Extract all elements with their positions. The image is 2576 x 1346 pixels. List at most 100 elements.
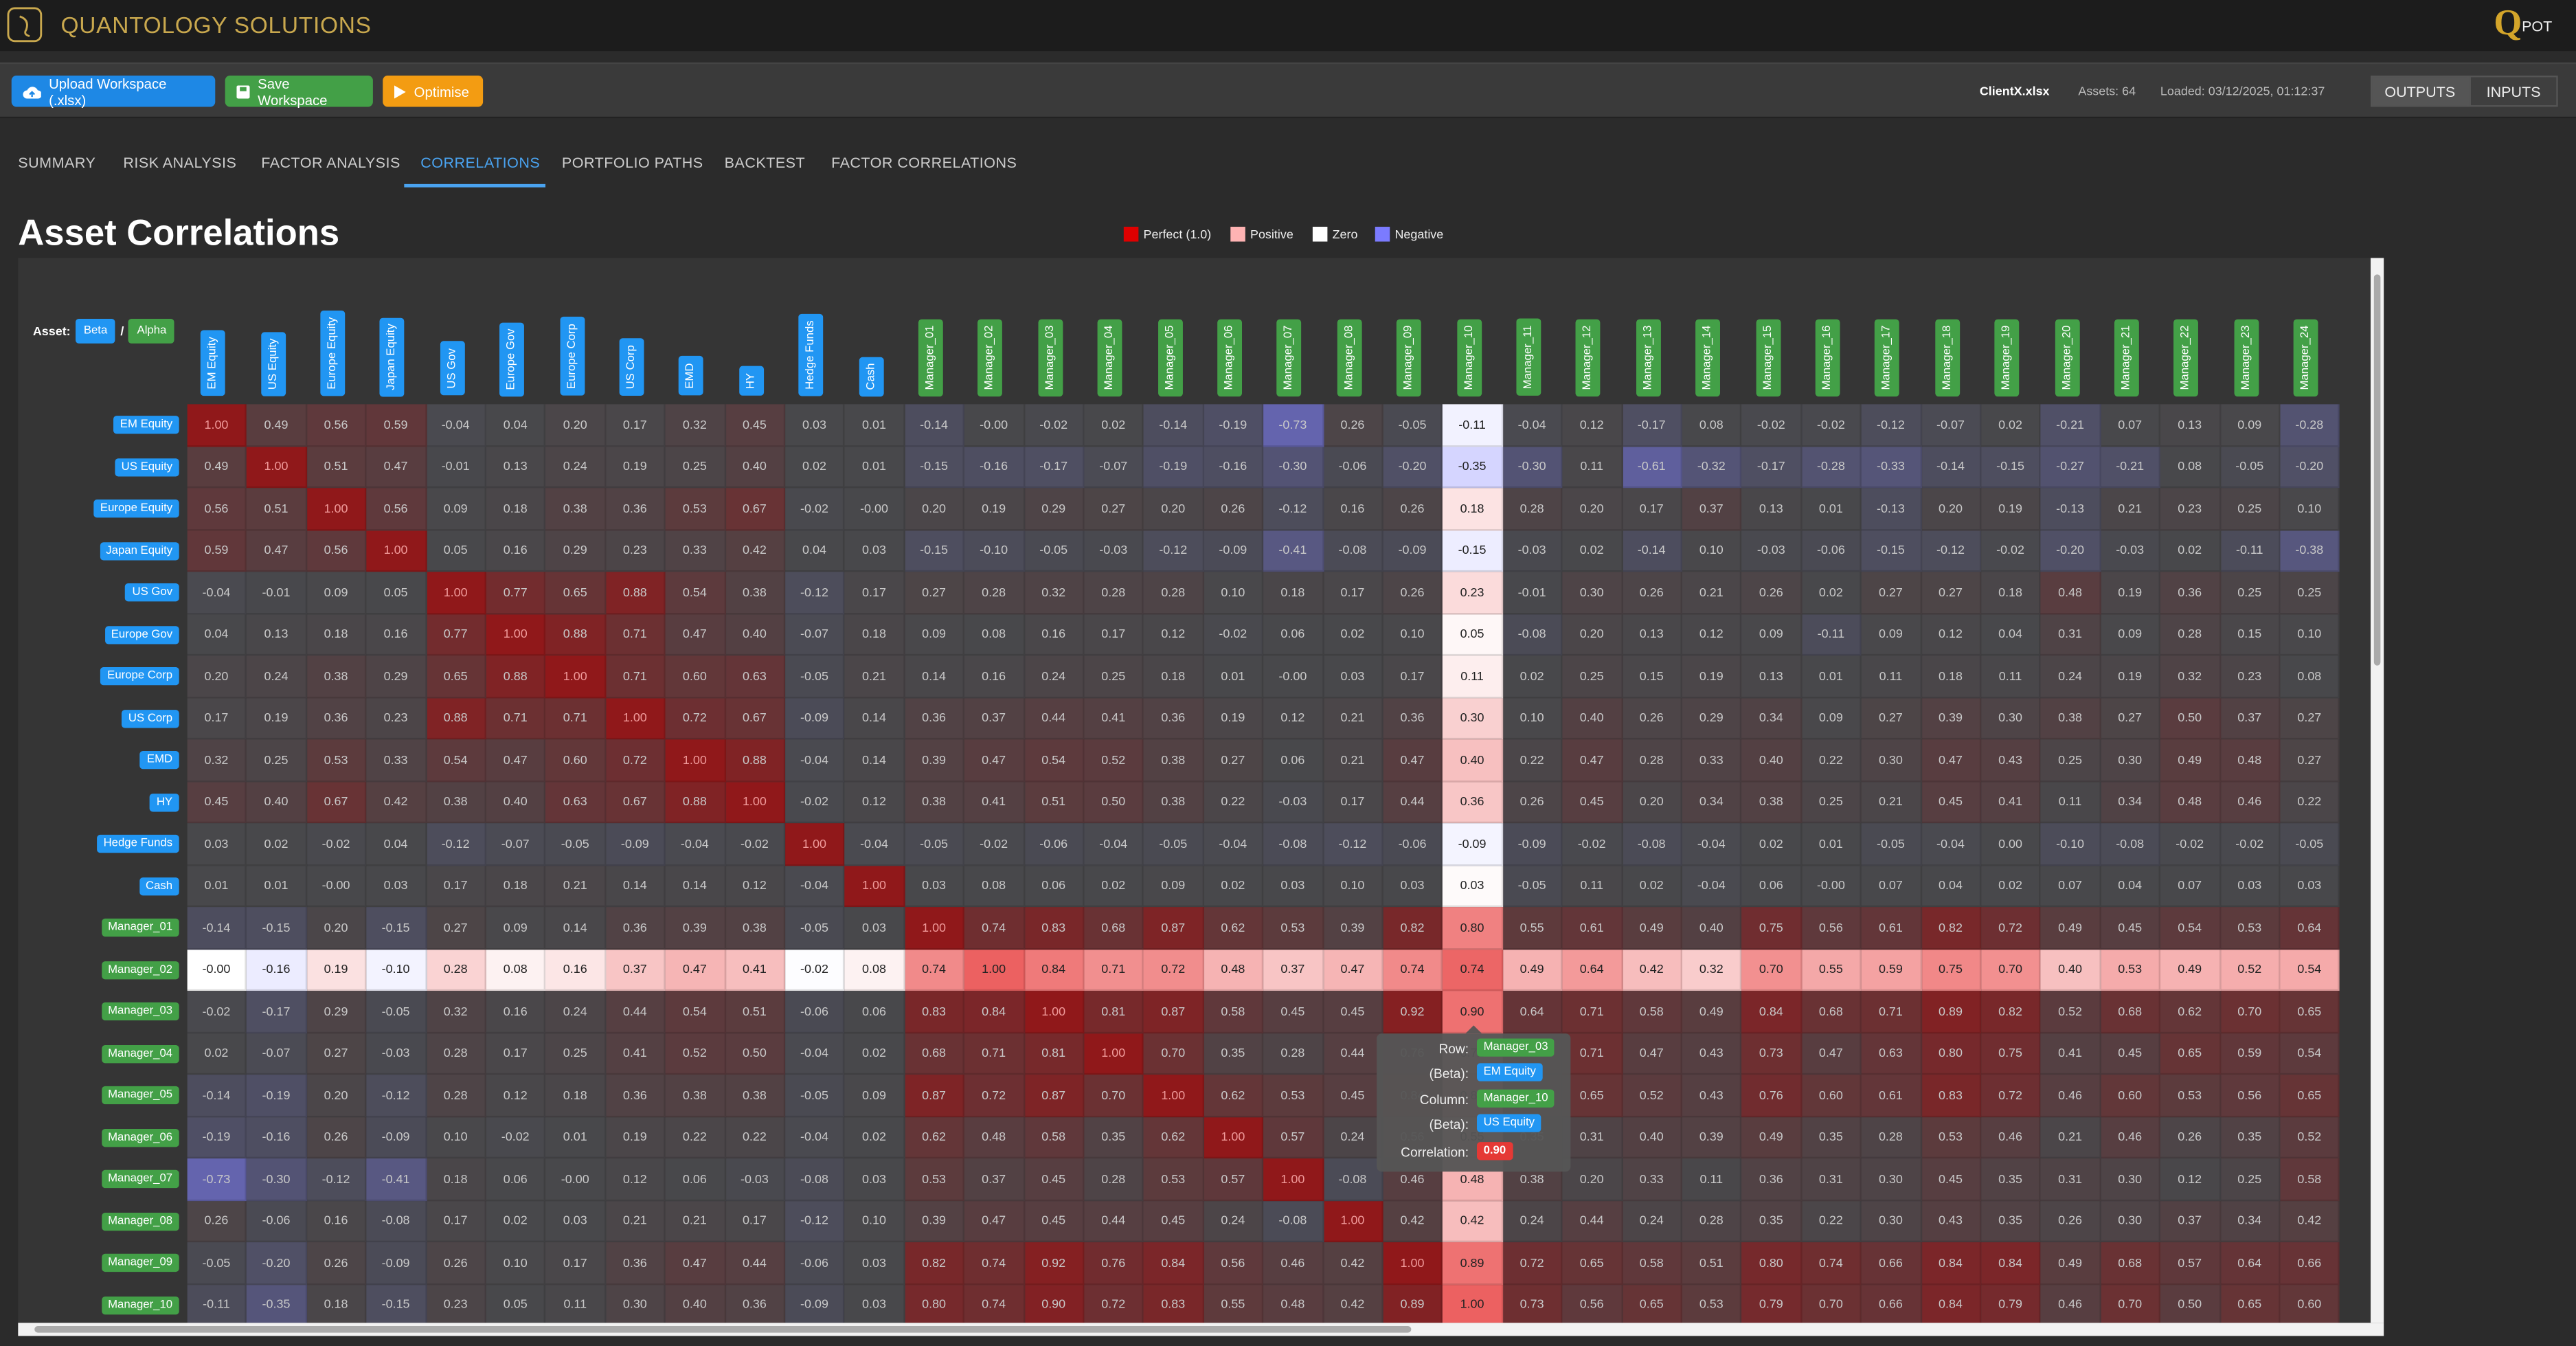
cell[interactable]: 0.92 <box>1024 1242 1085 1285</box>
cell[interactable]: 0.83 <box>1144 1284 1204 1323</box>
cell[interactable]: 0.73 <box>1502 1284 1563 1323</box>
cell[interactable]: 0.36 <box>905 697 965 740</box>
cell[interactable]: 0.40 <box>1742 739 1803 782</box>
cell[interactable]: 0.01 <box>1204 655 1264 698</box>
cell[interactable]: 0.37 <box>964 697 1025 740</box>
cell[interactable]: 0.22 <box>1502 739 1563 782</box>
cell[interactable]: 0.15 <box>2220 614 2281 656</box>
cell[interactable]: 0.24 <box>545 446 606 489</box>
cell[interactable]: 0.71 <box>1562 991 1623 1033</box>
cell[interactable]: 0.61 <box>1562 907 1623 950</box>
cell[interactable]: 0.24 <box>1502 1200 1563 1243</box>
cell[interactable]: 0.29 <box>1682 697 1743 740</box>
cell[interactable]: 0.14 <box>845 697 905 740</box>
cell[interactable]: 0.05 <box>366 572 427 614</box>
cell[interactable]: 0.24 <box>247 655 307 698</box>
tab[interactable]: CORRELATIONS <box>420 154 541 171</box>
cell[interactable]: 0.14 <box>845 739 905 782</box>
cell[interactable]: 0.24 <box>1323 1117 1383 1159</box>
cell[interactable]: 0.06 <box>486 1158 546 1201</box>
cell[interactable]: 0.10 <box>1204 572 1264 614</box>
cell[interactable]: 0.12 <box>1682 614 1743 656</box>
cell[interactable]: 0.65 <box>1622 1284 1682 1323</box>
cell[interactable]: 0.03 <box>845 1284 905 1323</box>
cell[interactable]: 0.61 <box>1862 907 1922 950</box>
cell[interactable]: 0.74 <box>964 907 1025 950</box>
cell[interactable]: 0.38 <box>2041 697 2101 740</box>
cell[interactable]: 0.44 <box>1323 1033 1383 1075</box>
cell[interactable]: 0.88 <box>545 614 606 656</box>
cell[interactable]: 0.41 <box>725 949 786 991</box>
cell[interactable]: 0.21 <box>2041 1117 2101 1159</box>
cell[interactable]: 0.45 <box>1562 781 1623 824</box>
cell[interactable]: 0.03 <box>1443 865 1503 908</box>
cell[interactable]: 0.63 <box>725 655 786 698</box>
cell[interactable]: 1.00 <box>1024 991 1085 1033</box>
cell[interactable]: 0.13 <box>2160 404 2221 447</box>
cell[interactable]: 0.52 <box>2220 949 2281 991</box>
cell[interactable]: -0.02 <box>1742 404 1803 447</box>
cell[interactable]: 0.43 <box>1981 739 2042 782</box>
cell[interactable]: 0.51 <box>247 488 307 530</box>
cell[interactable]: 0.53 <box>2160 1075 2221 1117</box>
cell[interactable]: 1.00 <box>785 823 846 866</box>
cell[interactable]: 0.02 <box>187 1033 247 1075</box>
cell[interactable]: 0.38 <box>426 781 486 824</box>
cell[interactable]: 0.72 <box>666 697 726 740</box>
cell[interactable]: 0.25 <box>1562 655 1623 698</box>
cell[interactable]: 0.16 <box>964 655 1025 698</box>
cell[interactable]: 0.23 <box>366 697 427 740</box>
cell[interactable]: 0.08 <box>845 949 905 991</box>
cell[interactable]: 0.27 <box>2280 739 2340 782</box>
cell[interactable]: 1.00 <box>1323 1200 1383 1243</box>
cell[interactable]: -0.04 <box>426 404 486 447</box>
cell[interactable]: 0.59 <box>2220 1033 2281 1075</box>
cell[interactable]: -0.02 <box>187 991 247 1033</box>
cell[interactable]: 0.67 <box>725 697 786 740</box>
cell[interactable]: 0.08 <box>486 949 546 991</box>
cell[interactable]: -0.27 <box>2041 446 2101 489</box>
cell[interactable]: -0.05 <box>1862 823 1922 866</box>
cell[interactable]: 0.10 <box>426 1117 486 1159</box>
cell[interactable]: -0.21 <box>2041 404 2101 447</box>
cell[interactable]: 0.84 <box>1144 1242 1204 1285</box>
cell[interactable]: 0.19 <box>306 949 367 991</box>
cell[interactable]: 0.42 <box>1443 1200 1503 1243</box>
cell[interactable]: 0.31 <box>2041 614 2101 656</box>
cell[interactable]: 0.28 <box>2160 614 2221 656</box>
cell[interactable]: -0.12 <box>785 1200 846 1243</box>
cell[interactable]: 0.09 <box>1862 614 1922 656</box>
cell[interactable]: 0.53 <box>666 488 726 530</box>
cell[interactable]: 0.07 <box>1862 865 1922 908</box>
cell[interactable]: 0.05 <box>1443 614 1503 656</box>
cell[interactable]: -0.11 <box>1802 614 1862 656</box>
cell[interactable]: 0.54 <box>2160 907 2221 950</box>
cell[interactable]: 0.36 <box>725 1284 786 1323</box>
cell[interactable]: 0.17 <box>486 1033 546 1075</box>
cell[interactable]: 0.41 <box>1981 781 2042 824</box>
cell[interactable]: -0.20 <box>247 1242 307 1285</box>
cell[interactable]: 0.29 <box>545 530 606 572</box>
cell[interactable]: 0.49 <box>1622 907 1682 950</box>
cell[interactable]: 0.09 <box>1144 865 1204 908</box>
cell[interactable]: -0.08 <box>1323 1158 1383 1201</box>
alpha-toggle[interactable]: Alpha <box>128 318 175 344</box>
cell[interactable]: -0.00 <box>845 488 905 530</box>
cell[interactable]: 0.18 <box>486 865 546 908</box>
cell[interactable]: 0.48 <box>1204 949 1264 991</box>
cell[interactable]: 0.21 <box>666 1200 726 1243</box>
cell[interactable]: 0.28 <box>1502 488 1563 530</box>
cell[interactable]: 0.50 <box>725 1033 786 1075</box>
cell[interactable]: 0.24 <box>1024 655 1085 698</box>
cell[interactable]: 0.03 <box>1263 865 1324 908</box>
horizontal-scrollbar[interactable] <box>18 1323 2384 1336</box>
cell[interactable]: 0.31 <box>1562 1117 1623 1159</box>
cell[interactable]: 0.25 <box>545 1033 606 1075</box>
vertical-scrollbar[interactable] <box>2371 258 2384 1323</box>
cell[interactable]: 0.22 <box>1802 1200 1862 1243</box>
cell[interactable]: 1.00 <box>905 907 965 950</box>
cell[interactable]: 0.53 <box>905 1158 965 1201</box>
cell[interactable]: 0.82 <box>1383 907 1443 950</box>
cell[interactable]: 0.10 <box>845 1200 905 1243</box>
cell[interactable]: 0.13 <box>1742 488 1803 530</box>
